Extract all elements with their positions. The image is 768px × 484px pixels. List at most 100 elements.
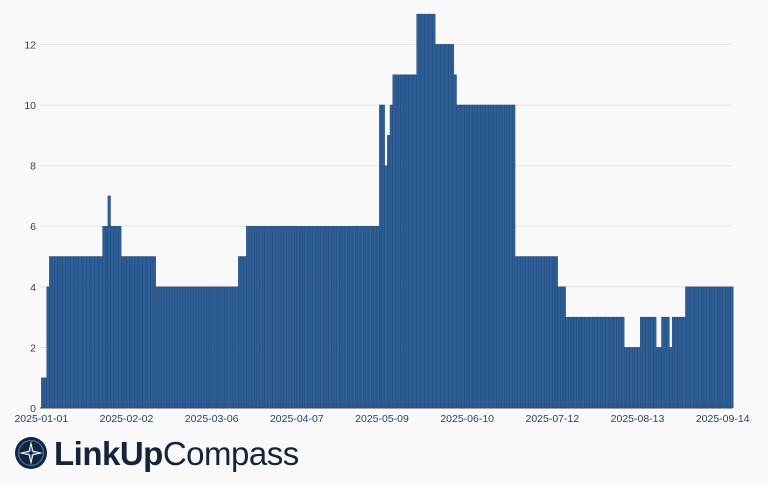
bar <box>152 256 156 409</box>
bar <box>488 104 492 409</box>
bar <box>514 256 518 409</box>
bar <box>371 226 375 409</box>
bar <box>355 226 359 409</box>
bar <box>259 226 263 409</box>
bar <box>533 256 537 409</box>
bar <box>192 286 196 409</box>
bar <box>123 256 127 409</box>
bar <box>405 74 409 409</box>
bar <box>480 104 484 409</box>
bar <box>219 286 223 409</box>
bar <box>195 286 199 409</box>
bar <box>91 256 95 409</box>
bar <box>99 256 103 409</box>
bar <box>222 286 226 409</box>
logo-brand-bold: LinkUp <box>54 434 163 472</box>
bar <box>653 316 657 409</box>
bar <box>685 286 689 409</box>
bar <box>456 104 460 409</box>
bar <box>240 256 244 409</box>
bar <box>49 256 53 409</box>
bar <box>57 256 61 409</box>
bar <box>373 226 377 409</box>
bar <box>725 286 729 409</box>
bar <box>166 286 170 409</box>
bar <box>594 316 598 409</box>
bar <box>581 316 585 409</box>
bar <box>395 74 399 409</box>
bar <box>517 256 521 409</box>
bar <box>211 286 215 409</box>
bar <box>232 286 236 409</box>
bar <box>235 286 239 409</box>
bar <box>94 256 98 409</box>
bar <box>416 13 420 409</box>
bar <box>552 256 556 409</box>
bar <box>320 226 324 409</box>
bar <box>717 286 721 409</box>
bar <box>59 256 63 409</box>
bar <box>339 226 343 409</box>
bar <box>592 316 596 409</box>
bar <box>658 347 662 409</box>
bar <box>107 195 111 409</box>
bar <box>349 226 353 409</box>
bar <box>647 316 651 409</box>
bar <box>379 104 383 409</box>
bar <box>333 226 337 409</box>
bar <box>544 256 548 409</box>
bar <box>147 256 151 409</box>
bar <box>424 13 428 409</box>
bar <box>525 256 529 409</box>
bar <box>283 226 287 409</box>
bar <box>671 316 675 409</box>
bar <box>179 286 183 409</box>
bar <box>419 13 423 409</box>
bar <box>227 286 231 409</box>
bar <box>403 74 407 409</box>
bar <box>469 104 473 409</box>
bar <box>184 286 188 409</box>
bar <box>429 13 433 409</box>
bar <box>642 316 646 409</box>
bar-chart: 0 2 4 6 8 10 12 2025-01-01 2025-02-02 2025-03-06 2… <box>14 13 750 425</box>
bar <box>464 104 468 409</box>
bar <box>496 104 500 409</box>
bar <box>296 226 300 409</box>
bar <box>144 256 148 409</box>
bar <box>280 226 284 409</box>
bar <box>640 316 644 409</box>
bar <box>474 104 478 409</box>
bar <box>427 13 431 409</box>
bar <box>506 104 510 409</box>
bar <box>357 226 361 409</box>
bar <box>634 347 638 409</box>
bar <box>134 256 138 409</box>
bar <box>432 13 436 409</box>
bar <box>440 44 444 409</box>
bar <box>411 74 415 409</box>
bar <box>171 286 175 409</box>
bar <box>650 316 654 409</box>
bar <box>65 256 69 409</box>
bar <box>83 256 87 409</box>
bar <box>381 104 385 409</box>
x-tick-label: 2025-08-13 <box>611 413 665 425</box>
bar <box>600 316 604 409</box>
bar <box>246 226 250 409</box>
bar <box>706 286 710 409</box>
bar <box>435 44 439 409</box>
bar <box>445 44 449 409</box>
bar <box>661 316 665 409</box>
bar <box>530 256 534 409</box>
bar <box>110 226 114 409</box>
bar <box>453 74 457 409</box>
bar <box>400 74 404 409</box>
bar <box>477 104 481 409</box>
bar <box>597 316 601 409</box>
bar <box>709 286 713 409</box>
x-tick-label: 2025-03-06 <box>185 413 239 425</box>
bar <box>687 286 691 409</box>
bar <box>62 256 66 409</box>
bar <box>67 256 71 409</box>
